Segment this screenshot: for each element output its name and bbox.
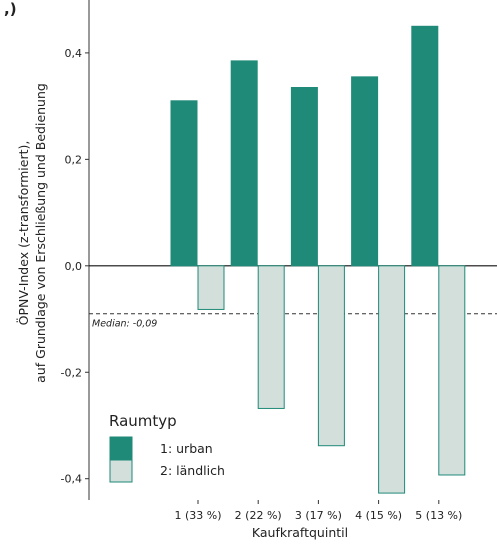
- x-axis-label: Kaufkraftquintil: [252, 525, 348, 540]
- legend-title: Raumtyp: [109, 412, 177, 430]
- bar-urban: [351, 76, 379, 267]
- median-label: Median: -0,09: [92, 319, 157, 330]
- legend-swatch-urban: [109, 436, 133, 460]
- x-tick-label: 4 (15 %): [355, 509, 402, 522]
- bar-urban: [290, 87, 318, 267]
- legend: Raumtyp 1: urban 2: ländlich: [109, 412, 225, 483]
- bar-laendlich: [197, 265, 225, 310]
- legend-label-urban: 1: urban: [160, 441, 213, 456]
- y-tick-label: 0,2: [65, 153, 83, 166]
- corner-mark: ,): [4, 0, 17, 18]
- x-tick-label: 3 (17 %): [295, 509, 342, 522]
- y-tick-label: -0,4: [61, 473, 82, 486]
- y-axis-title: ÖPNV-Index (z-transformiert), auf Grundl…: [15, 83, 48, 383]
- y-tick-label: 0,0: [65, 260, 83, 273]
- bar-laendlich: [257, 265, 285, 409]
- bar-laendlich: [317, 265, 345, 447]
- bars: [170, 25, 466, 494]
- bar-urban: [411, 25, 439, 267]
- x-tick-label: 1 (33 %): [174, 509, 221, 522]
- bar-laendlich: [438, 265, 466, 476]
- y-axis-label-line1: ÖPNV-Index (z-transformiert),: [15, 141, 31, 326]
- bar-urban: [230, 60, 258, 267]
- bar-urban: [170, 100, 198, 267]
- legend-swatch-laendlich: [109, 459, 133, 483]
- y-axis-label-line2: auf Grundlage von Erschließung und Bedie…: [33, 83, 48, 383]
- y-tick-label: 0,4: [65, 47, 83, 60]
- y-ticks: -0,4 -0,2 0,0 0,2 0,4: [61, 47, 89, 486]
- legend-label-laendlich: 2: ländlich: [160, 463, 225, 478]
- bar-laendlich: [378, 265, 406, 494]
- y-tick-label: -0,2: [61, 366, 82, 379]
- x-tick-label: 5 (13 %): [415, 509, 462, 522]
- x-tick-label: 2 (22 %): [235, 509, 282, 522]
- x-ticks: 1 (33 %) 2 (22 %) 3 (17 %) 4 (15 %) 5 (13 %): [174, 500, 462, 522]
